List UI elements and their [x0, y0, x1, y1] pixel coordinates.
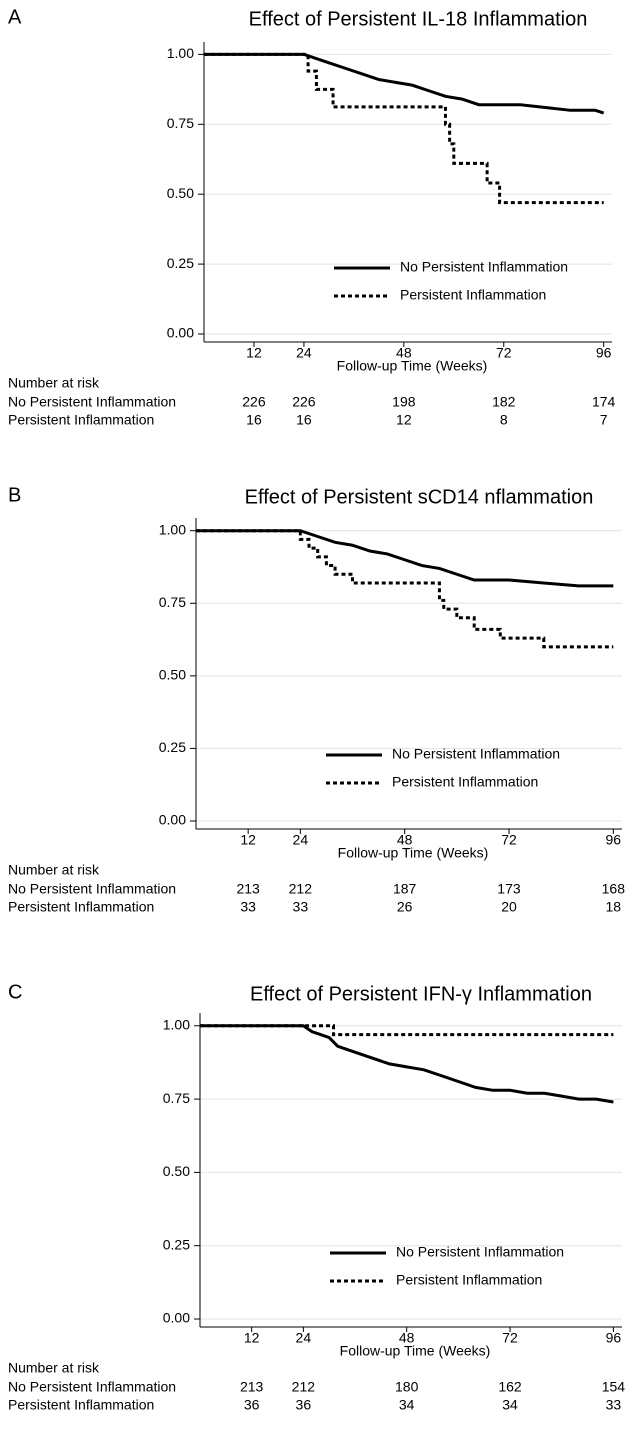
risk-count: 20: [501, 899, 517, 915]
y-tick-label: 0.00: [163, 1310, 190, 1326]
y-tick-label: 0.50: [163, 1163, 190, 1179]
risk-table-title: Number at risk: [8, 1360, 100, 1376]
legend-label: No Persistent Inflammation: [396, 1244, 564, 1260]
risk-count: 36: [244, 1397, 260, 1413]
risk-count: 26: [397, 899, 413, 915]
risk-count: 187: [393, 881, 417, 897]
x-tick-label: 24: [293, 832, 309, 848]
risk-count: 16: [246, 412, 262, 428]
x-tick-label: 72: [502, 1330, 518, 1346]
x-tick-label: 72: [496, 345, 512, 361]
risk-count: 213: [240, 1379, 264, 1395]
risk-count: 226: [292, 394, 316, 410]
x-tick-label: 12: [246, 345, 262, 361]
risk-count: 33: [606, 1397, 622, 1413]
risk-table-title: Number at risk: [8, 862, 100, 878]
panel: A Effect of Persistent IL-18 Inflammation…: [8, 6, 616, 427]
survival-curve: [204, 52, 605, 115]
risk-row-name: Persistent Inflammation: [8, 899, 154, 915]
risk-count: 174: [592, 394, 616, 410]
x-tick-label: 24: [296, 1330, 312, 1346]
y-tick-label: 0.50: [167, 185, 194, 201]
x-tick-label: 48: [399, 1330, 415, 1346]
legend-label: Persistent Inflammation: [392, 774, 538, 790]
risk-row-name: No Persistent Inflammation: [8, 881, 176, 897]
x-tick-label: 48: [397, 832, 413, 848]
legend-label: Persistent Inflammation: [400, 287, 546, 303]
legend-label: Persistent Inflammation: [396, 1272, 542, 1288]
y-tick-label: 0.25: [167, 255, 194, 271]
y-tick-label: 1.00: [163, 1016, 190, 1032]
panel-label: B: [8, 484, 21, 506]
x-tick-label: 96: [606, 832, 622, 848]
panel: C Effect of Persistent IFN-γ Inflammation…: [8, 981, 625, 1412]
risk-count: 36: [296, 1397, 312, 1413]
risk-row-name: No Persistent Inflammation: [8, 394, 176, 410]
risk-count: 226: [242, 394, 266, 410]
y-tick-label: 0.75: [167, 115, 194, 131]
panel: B Effect of Persistent sCD14 nflammation 0…: [8, 484, 625, 914]
chart-title: Effect of Persistent IFN-γ Inflammation: [250, 983, 592, 1005]
panel-label: A: [8, 6, 22, 28]
risk-count: 33: [240, 899, 256, 915]
risk-count: 212: [292, 1379, 316, 1395]
risk-count: 212: [289, 881, 313, 897]
risk-row-name: Persistent Inflammation: [8, 1397, 154, 1413]
risk-count: 213: [236, 881, 260, 897]
y-tick-label: 0.00: [167, 325, 194, 341]
x-axis-label: Follow-up Time (Weeks): [338, 845, 489, 861]
x-tick-label: 48: [396, 345, 412, 361]
risk-table-title: Number at risk: [8, 375, 100, 391]
x-tick-label: 24: [296, 345, 312, 361]
survival-curve: [200, 1024, 614, 1104]
y-tick-label: 0.25: [159, 739, 186, 755]
legend-label: No Persistent Inflammation: [400, 259, 568, 275]
risk-count: 182: [492, 394, 516, 410]
risk-count: 8: [500, 412, 508, 428]
risk-count: 162: [498, 1379, 522, 1395]
x-tick-label: 96: [606, 1330, 622, 1346]
survival-curve: [196, 529, 614, 649]
y-tick-label: 1.00: [167, 45, 194, 61]
legend-label: No Persistent Inflammation: [392, 746, 560, 762]
risk-count: 34: [502, 1397, 518, 1413]
risk-count: 34: [399, 1397, 415, 1413]
y-tick-label: 0.50: [159, 667, 186, 683]
y-tick-label: 0.75: [159, 594, 186, 610]
chart-title: Effect of Persistent IL-18 Inflammation: [249, 8, 588, 30]
risk-count: 180: [395, 1379, 419, 1395]
chart-title: Effect of Persistent sCD14 nflammation: [245, 486, 594, 508]
y-tick-label: 0.25: [163, 1236, 190, 1252]
risk-count: 168: [602, 881, 626, 897]
risk-row-name: Persistent Inflammation: [8, 412, 154, 428]
x-axis-label: Follow-up Time (Weeks): [337, 358, 488, 374]
y-tick-label: 0.00: [159, 812, 186, 828]
risk-row-name: No Persistent Inflammation: [8, 1379, 176, 1395]
survival-curve: [204, 52, 604, 205]
risk-count: 33: [293, 899, 309, 915]
x-tick-label: 72: [501, 832, 517, 848]
risk-count: 7: [600, 412, 608, 428]
x-tick-label: 96: [596, 345, 612, 361]
survival-curve: [196, 529, 614, 588]
risk-count: 173: [497, 881, 521, 897]
risk-count: 16: [296, 412, 312, 428]
y-tick-label: 1.00: [159, 521, 186, 537]
x-tick-label: 12: [244, 1330, 260, 1346]
risk-count: 154: [602, 1379, 626, 1395]
x-axis-label: Follow-up Time (Weeks): [340, 1343, 491, 1359]
y-tick-label: 0.75: [163, 1090, 190, 1106]
risk-count: 198: [392, 394, 416, 410]
survival-curve: [200, 1024, 614, 1037]
panel-label: C: [8, 981, 22, 1003]
x-tick-label: 12: [240, 832, 256, 848]
risk-count: 18: [606, 899, 622, 915]
risk-count: 12: [396, 412, 412, 428]
